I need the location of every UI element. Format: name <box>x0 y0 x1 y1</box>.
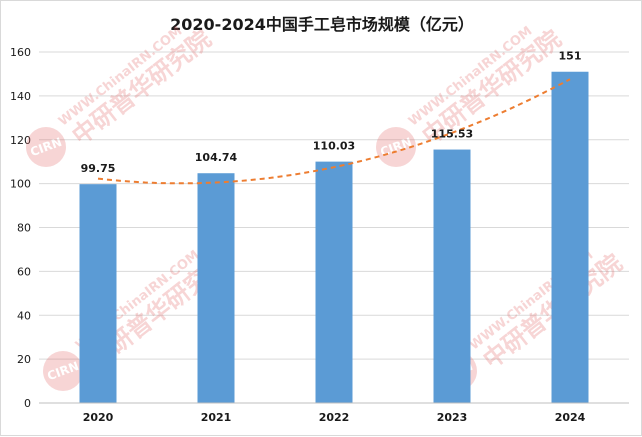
x-tick-label: 2021 <box>201 411 232 424</box>
y-tick-label: 40 <box>17 309 31 322</box>
y-axis: 0 20 40 60 80 100 120 140 160 <box>10 46 31 410</box>
trendline <box>97 78 571 185</box>
bar-2024 <box>551 71 589 404</box>
bar-2020 <box>79 184 117 403</box>
y-tick-label: 100 <box>10 178 31 191</box>
data-label: 99.75 <box>81 162 116 175</box>
watermark-logo-icon <box>26 127 66 167</box>
bar-2021 <box>197 173 235 403</box>
y-tick-label: 0 <box>24 397 31 410</box>
watermark-logo-icon <box>43 351 83 391</box>
data-labels: 99.75 104.74 110.03 115.53 151 <box>81 50 582 175</box>
chart-title: 2020-2024中国手工皂市场规模（亿元） <box>170 15 474 34</box>
data-label: 104.74 <box>195 151 238 164</box>
y-tick-label: 60 <box>17 265 31 278</box>
data-label: 110.03 <box>313 140 355 153</box>
bar-2022 <box>315 161 353 403</box>
y-tick-label: 20 <box>17 353 31 366</box>
data-label: 151 <box>559 50 582 63</box>
x-tick-label: 2020 <box>83 411 114 424</box>
trendline-group <box>97 78 571 185</box>
y-tick-label: 160 <box>10 46 31 59</box>
x-tick-label: 2023 <box>437 411 468 424</box>
x-tick-label: 2022 <box>319 411 350 424</box>
y-tick-label: 140 <box>10 90 31 103</box>
y-tick-label: 80 <box>17 222 31 235</box>
data-label: 115.53 <box>431 128 473 141</box>
watermark-brand: 中研普华研究院 <box>67 25 217 150</box>
y-tick-label: 120 <box>10 134 31 147</box>
bar-2023 <box>433 149 471 403</box>
x-tick-label: 2024 <box>555 411 586 424</box>
bars <box>79 71 589 404</box>
watermark-logo-icon <box>376 127 416 167</box>
x-axis: 2020 2021 2022 2023 2024 <box>39 402 629 424</box>
